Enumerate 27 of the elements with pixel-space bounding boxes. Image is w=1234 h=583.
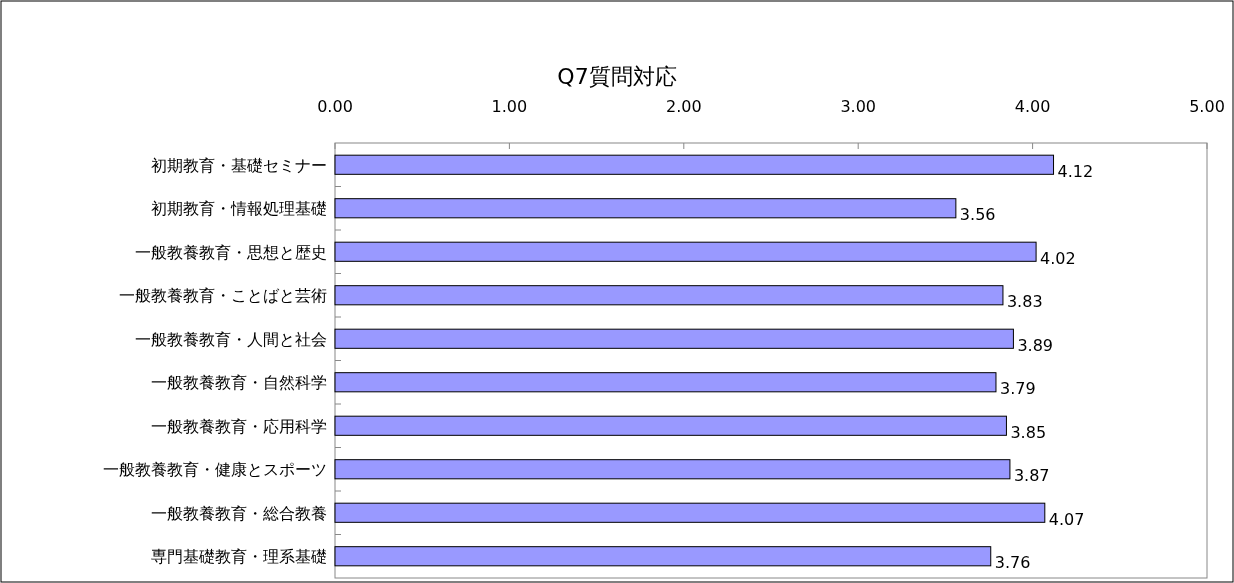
xtick: 2.00 bbox=[666, 97, 702, 116]
data-label: 4.02 bbox=[1040, 248, 1076, 268]
category: 一般教養教育・総合教養 bbox=[151, 503, 327, 523]
data-label: 3.87 bbox=[1013, 466, 1050, 486]
category: 初期教育・情報処理基礎 bbox=[151, 199, 327, 219]
category: 一般教養教育・人間と社会 bbox=[135, 329, 327, 349]
data-label: 3.85 bbox=[1010, 422, 1047, 442]
category: 一般教養教育・ことばと芸術 bbox=[119, 286, 327, 306]
category: 初期教育・基礎セミナー bbox=[151, 155, 327, 175]
data-label: 4.07 bbox=[1048, 509, 1085, 529]
category: 一般教養教育・健康とスポーツ bbox=[103, 460, 327, 480]
data-label: 3.83 bbox=[1006, 292, 1043, 312]
data-label: 3.79 bbox=[1000, 379, 1036, 399]
category: 一般教養教育・応用科学 bbox=[151, 416, 327, 436]
data-label: 3.89 bbox=[1017, 335, 1054, 355]
category: 専門基礎教育・理系基礎 bbox=[151, 547, 327, 567]
xtick: 1.00 bbox=[491, 97, 528, 116]
xtick: 4.00 bbox=[1014, 97, 1051, 116]
data-label: 3.76 bbox=[994, 553, 1031, 573]
xtick: 3.00 bbox=[840, 97, 876, 116]
xtick: 0.00 bbox=[317, 97, 353, 116]
data-label: 4.12 bbox=[1057, 161, 1094, 181]
data-label: 3.56 bbox=[959, 205, 996, 225]
category: 一般教養教育・思想と歴史 bbox=[135, 242, 327, 262]
title: Q7質問対応 bbox=[557, 64, 677, 89]
category: 一般教養教育・自然科学 bbox=[151, 373, 327, 393]
xtick: 5.00 bbox=[1189, 97, 1225, 116]
